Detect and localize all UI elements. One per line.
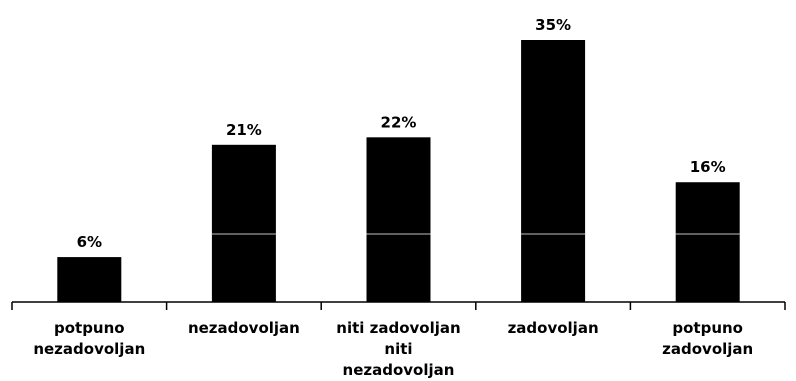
bar <box>211 144 276 302</box>
category-label: nezadovoljan <box>33 340 145 358</box>
x-axis-ticks <box>11 302 786 310</box>
data-label: 35% <box>535 16 571 34</box>
category-label: nezadovoljan <box>343 361 455 379</box>
data-label: 21% <box>226 121 262 139</box>
bar <box>675 182 740 302</box>
category-label: niti zadovoljan <box>336 319 460 337</box>
category-label: zadovoljan <box>508 319 599 337</box>
category-label: zadovoljan <box>662 340 753 358</box>
category-labels: potpuno nezadovoljan nezadovoljan niti zado… <box>33 319 753 379</box>
category-label: niti <box>384 340 412 358</box>
data-label: 22% <box>381 113 417 131</box>
bars <box>57 40 740 302</box>
data-label: 6% <box>77 233 102 251</box>
bar <box>521 40 586 302</box>
data-label: 16% <box>690 158 726 176</box>
bar <box>57 257 122 302</box>
bar <box>366 137 431 302</box>
category-label: potpuno <box>672 319 743 337</box>
data-labels: 6% 21% 22% 35% 16% <box>77 16 726 251</box>
category-label: potpuno <box>54 319 125 337</box>
category-label: nezadovoljan <box>188 319 300 337</box>
